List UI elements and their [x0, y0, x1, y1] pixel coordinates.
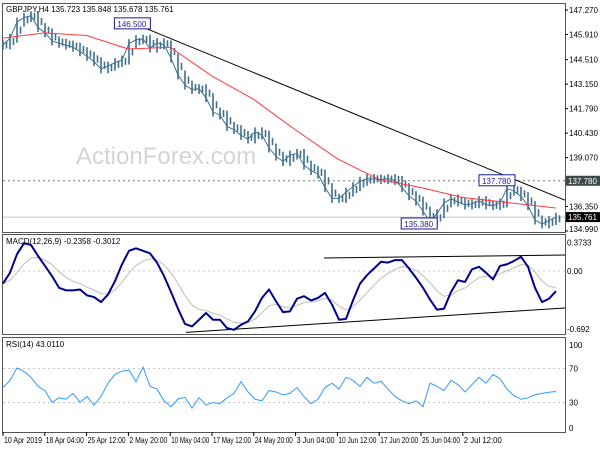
y-tick-label: 136.350 — [569, 203, 598, 212]
resistance-level-box — [566, 175, 600, 186]
x-tick-label: 10 Apr 2019 — [4, 436, 42, 445]
current-price-label: 135.761 — [568, 213, 597, 222]
x-tick-label: 10 Jun 12:00 — [338, 436, 376, 445]
watermark: ActionForex.com — [76, 143, 256, 170]
moving-average-line — [2, 32, 557, 209]
x-tick-label: 2 May 20:00 — [129, 436, 167, 445]
y-tick-label: 145.910 — [569, 30, 598, 39]
y-tick-label: 139.070 — [569, 154, 598, 163]
macd-line — [2, 242, 557, 331]
price-trendline — [130, 21, 566, 201]
macd-signal-line — [2, 256, 557, 324]
macd-upper-trendline — [323, 254, 566, 259]
y-tick-label: 143.150 — [569, 80, 598, 89]
x-tick-label: 10 May 04:00 — [171, 436, 209, 445]
y-tick-label: 141.790 — [569, 105, 598, 114]
macd-panel — [2, 234, 566, 335]
rsi-y-tick-label: 30 — [569, 399, 578, 408]
rsi-panel — [2, 337, 566, 433]
x-tick-label: 2 Jul 12:00 — [464, 436, 503, 445]
macd-y-tick-label: -0.692 — [567, 325, 590, 334]
price-header: GBPJPY,H4 135.723 135.848 135.678 135.76… — [6, 5, 174, 14]
rsi-y-tick-label: 70 — [569, 365, 578, 374]
macd-header: MACD(12,26,9) -0.2358 -0.3012 — [6, 237, 121, 246]
macd-y-tick-label: 0.00 — [567, 267, 583, 276]
x-tick-label: 17 May 12:00 — [213, 436, 251, 445]
price-panel — [2, 3, 566, 233]
x-tick-label: 24 May 20:00 — [255, 436, 293, 445]
x-tick-label: 25 Apr 12:00 — [88, 436, 126, 445]
price-annotation-label: 137.780 — [482, 177, 511, 186]
macd-lower-trendline — [185, 307, 566, 333]
price-annotation-label: 135.380 — [404, 220, 433, 229]
x-tick-label: 17 Jun 20:00 — [380, 436, 418, 445]
rsi-header: RSI(14) 43.0110 — [6, 340, 65, 349]
y-tick-label: 144.510 — [569, 56, 598, 65]
price-annotation-box — [478, 174, 516, 187]
rsi-line — [2, 365, 557, 410]
y-tick-label: 134.990 — [569, 225, 598, 234]
price-annotation-box — [113, 17, 151, 30]
x-tick-label: 18 Apr 04:00 — [46, 436, 84, 445]
x-tick-label: 25 Jun 04:00 — [422, 436, 460, 445]
rsi-y-tick-label: 0 — [569, 424, 574, 433]
resistance-level-label: 137.780 — [568, 177, 597, 186]
current-price-box — [566, 212, 600, 223]
price-line — [2, 15, 557, 225]
y-tick-label: 147.270 — [569, 6, 598, 15]
price-annotation-box — [400, 217, 438, 230]
y-tick-label: 140.430 — [569, 129, 598, 138]
rsi-y-tick-label: 100 — [569, 341, 583, 350]
macd-y-tick-label: 0.3733 — [567, 239, 592, 248]
x-tick-label: 3 Jun 04:00 — [297, 436, 336, 445]
price-annotation-label: 146.500 — [117, 20, 146, 29]
